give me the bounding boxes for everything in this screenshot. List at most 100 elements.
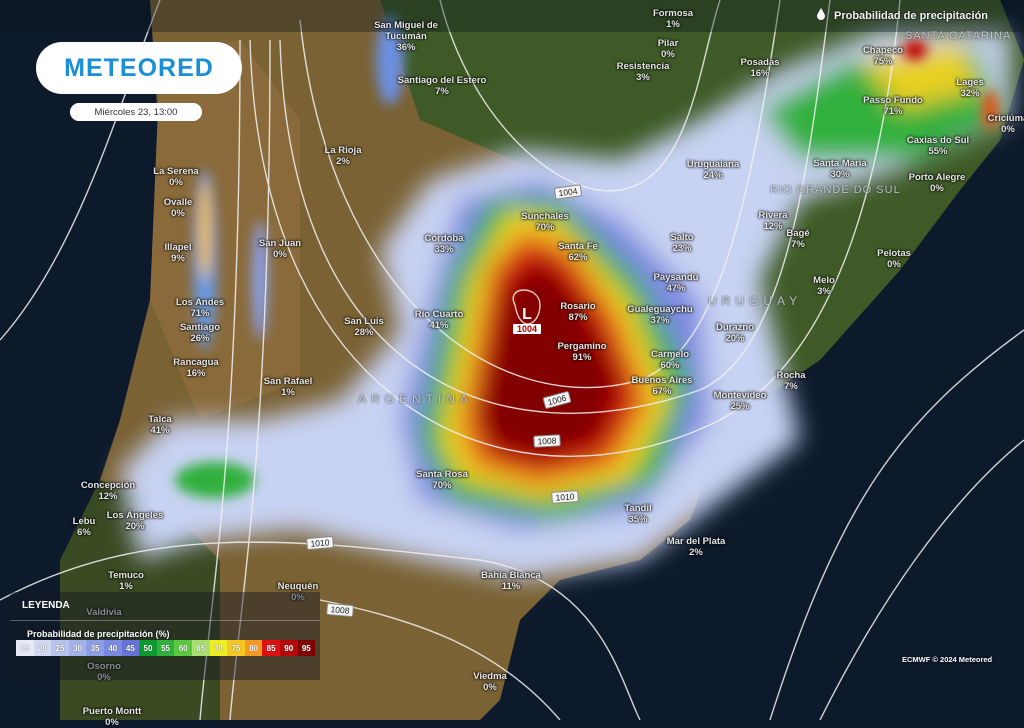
legend-swatch: 60 <box>174 640 192 656</box>
city-probability: 0% <box>105 717 119 728</box>
isobar-label: 1010 <box>551 490 579 504</box>
city-name: Pelotas <box>877 248 911 259</box>
low-pressure-value: 1004 <box>513 324 541 334</box>
city-label: La Serena 0% <box>153 166 198 188</box>
low-symbol: L <box>522 306 532 323</box>
city-probability: 33% <box>434 244 454 255</box>
city-label: Chapecó 75% <box>863 45 903 67</box>
city-probability: 55% <box>928 146 948 157</box>
city-probability: 12% <box>763 221 783 232</box>
city-probability: 0% <box>169 177 183 188</box>
city-label: Santa Maria 30% <box>813 158 866 180</box>
city-label: Santa Fe 62% <box>558 241 598 263</box>
city-probability: 3% <box>636 72 650 83</box>
city-name: Sunchales <box>521 211 569 222</box>
layer-title: Probabilidad de precipitación <box>816 8 988 23</box>
city-probability: 0% <box>171 208 185 219</box>
city-label: Lages 32% <box>956 77 983 99</box>
legend-title: LEYENDA <box>22 600 70 611</box>
meteored-logo: METEORED <box>36 42 242 94</box>
city-probability: 0% <box>97 672 111 683</box>
city-label: La Rioja 2% <box>325 145 362 167</box>
city-name: Paysandú <box>653 272 699 283</box>
city-name: Salto <box>670 232 694 243</box>
city-probability: 25% <box>730 401 750 412</box>
city-name: Criciúma <box>987 113 1024 124</box>
city-probability: 0% <box>291 592 305 603</box>
city-probability: 9% <box>171 253 185 264</box>
city-name: La Rioja <box>324 145 362 156</box>
city-probability: 2% <box>689 547 703 558</box>
city-probability: 75% <box>873 56 893 67</box>
legend-swatch: 55 <box>156 640 175 656</box>
legend-swatch: 35 <box>86 640 104 656</box>
low-pressure-marker: L 1004 <box>513 306 541 334</box>
city-label: San Miguel de Tucumán 36% <box>374 20 438 53</box>
city-name: Formosa <box>652 8 694 19</box>
city-label: Valdivia <box>86 607 121 618</box>
legend-swatch: 80 <box>244 640 263 656</box>
legend-swatch: 40 <box>103 640 122 656</box>
legend-swatch: 30 <box>68 640 87 656</box>
city-name: Tandil <box>624 503 652 514</box>
city-name: Lebu <box>72 516 96 527</box>
city-name: Temuco <box>108 570 144 581</box>
city-probability: 0% <box>887 259 901 270</box>
city-label: Paysandú 47% <box>654 272 699 294</box>
city-name: Puerto Montt <box>82 706 142 717</box>
city-label: Ovalle 0% <box>164 197 193 219</box>
city-probability: 20% <box>125 521 145 532</box>
legend-panel: LEYENDA Probabilidad de precipitación (%… <box>10 592 320 680</box>
city-label: Porto Alegre 0% <box>909 172 966 194</box>
city-probability: 2% <box>336 156 350 167</box>
city-name: Montevideo <box>713 390 767 401</box>
city-probability: 47% <box>666 283 686 294</box>
city-probability: 71% <box>190 308 210 319</box>
city-label: Salto 23% <box>670 232 693 254</box>
city-name: Melo <box>813 275 835 286</box>
city-name: Pilar <box>657 38 679 49</box>
city-probability: 24% <box>703 170 723 181</box>
city-name: Rocha <box>776 370 806 381</box>
legend-swatch: 65 <box>191 640 210 656</box>
city-name: Gualeguaychu <box>627 304 693 315</box>
city-probability: 28% <box>354 327 374 338</box>
legend-swatch: 85 <box>262 640 280 656</box>
city-label: San Rafael 1% <box>264 376 313 398</box>
city-name: Illapel <box>164 242 192 253</box>
city-name: Rosario <box>560 301 596 312</box>
city-probability: 41% <box>429 320 449 331</box>
city-name: Santa Rosa <box>416 469 468 480</box>
city-probability: 71% <box>883 106 903 117</box>
city-probability: 36% <box>396 42 416 53</box>
forecast-datetime: Miércoles 23, 13:00 <box>70 103 202 121</box>
legend-subtitle: Probabilidad de precipitación (%) <box>27 629 170 639</box>
city-name: Talca <box>148 414 172 425</box>
city-probability: 26% <box>190 333 210 344</box>
city-label: Pelotas 0% <box>877 248 911 270</box>
city-name: Los Ángeles <box>106 510 164 521</box>
city-label: Viedma 0% <box>473 671 507 693</box>
city-label: Posadas 16% <box>740 57 779 79</box>
city-name: Santa Maria <box>813 158 867 169</box>
city-probability: 7% <box>784 381 798 392</box>
city-label: Durazno 20% <box>716 322 754 344</box>
city-name: San Rafael <box>263 376 313 387</box>
city-name: Buenos Aires <box>631 375 693 386</box>
city-label: Mar del Plata 2% <box>667 536 726 558</box>
city-probability: 6% <box>77 527 91 538</box>
region-label: URUGUAY <box>708 294 803 308</box>
city-probability: 0% <box>273 249 287 260</box>
city-probability: 32% <box>960 88 980 99</box>
city-probability: 20% <box>725 333 745 344</box>
legend-swatch: 90 <box>279 640 298 656</box>
city-name: Pergamino <box>557 341 607 352</box>
city-label: Montevideo 25% <box>714 390 767 412</box>
city-label: Uruguaiana 24% <box>687 159 739 181</box>
city-label: Osorno 0% <box>87 661 121 683</box>
city-label: Concepción 12% <box>81 480 135 502</box>
city-label: Bagé 7% <box>786 228 809 250</box>
city-name: Durazno <box>716 322 754 333</box>
city-label: Santiago 26% <box>180 322 220 344</box>
